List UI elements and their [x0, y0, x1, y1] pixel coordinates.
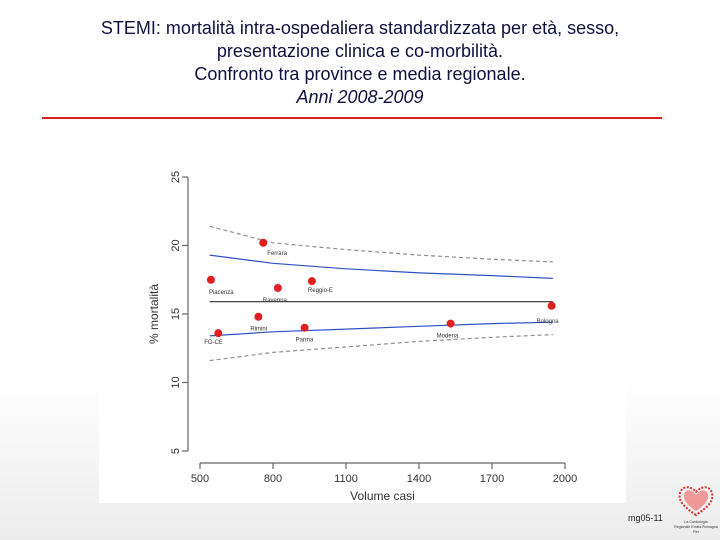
x-tick-label: 2000: [553, 473, 577, 485]
x-tick-label: 500: [191, 473, 209, 485]
footer-code: mg05-11: [628, 513, 663, 523]
logo-text-3: Rer: [693, 530, 700, 534]
data-point: [206, 275, 215, 284]
data-point: [254, 312, 263, 321]
title-line-3: Confronto tra province e media regionale…: [194, 64, 526, 84]
data-point: [259, 238, 268, 247]
logo-text-2: Regionale Emilia-Romagna: [674, 525, 718, 529]
point-label: Bologna: [537, 319, 560, 325]
x-tick-label: 800: [264, 473, 282, 485]
point-label: Ravenna: [263, 298, 288, 304]
series-line-upper-99: [209, 225, 553, 263]
data-point: [214, 329, 223, 338]
point-label: Piacenza: [209, 290, 234, 296]
logo-text-1: La Cardiologia: [684, 520, 707, 524]
y-axis-title: % mortalità: [147, 284, 161, 344]
data-point: [446, 319, 455, 328]
data-point: [300, 323, 309, 332]
x-axis-title: Volume casi: [350, 489, 415, 503]
y-tick-label: 15: [170, 308, 182, 320]
x-tick-label: 1100: [334, 473, 358, 485]
data-point: [307, 277, 316, 286]
title-line-1: STEMI: mortalità intra-ospedaliera stand…: [100, 18, 620, 38]
title-line-2: presentazione clinica e co-morbilità.: [216, 41, 504, 61]
point-label: Modena: [437, 334, 459, 340]
point-label: Parma: [296, 338, 314, 344]
y-tick-label: 5: [170, 448, 182, 454]
chart-figure: 5 10 15 20 25 500 800 1100 1400 1700 2000 Volume ca…: [99, 137, 626, 503]
point-label: Ferrara: [267, 251, 287, 257]
y-tick-label: 25: [170, 171, 182, 183]
data-point: [273, 283, 282, 292]
series-line-upper-95: [209, 254, 553, 279]
point-label: Reggio-E: [308, 288, 333, 294]
y-tick-label: 10: [170, 376, 182, 388]
data-point: [547, 301, 556, 310]
slide-subtitle: Anni 2008-2009: [296, 87, 424, 107]
series-line-lower-95: [209, 321, 553, 337]
x-tick-label: 1400: [407, 473, 431, 485]
y-tick-label: 20: [170, 239, 182, 251]
point-label: FO-CE: [204, 340, 223, 346]
point-label: Rimini: [250, 327, 267, 333]
title-underline: [42, 117, 662, 119]
slide-title: STEMI: mortalità intra-ospedaliera stand…: [30, 17, 690, 109]
red-heart-logo-icon: La Cardiologia Regionale Emilia-Romagna …: [674, 486, 718, 534]
x-tick-label: 1700: [480, 473, 504, 485]
series-line-lower-99: [209, 334, 553, 362]
funnel-plot: 5 10 15 20 25 500 800 1100 1400 1700 2000 Volume ca…: [147, 171, 577, 503]
